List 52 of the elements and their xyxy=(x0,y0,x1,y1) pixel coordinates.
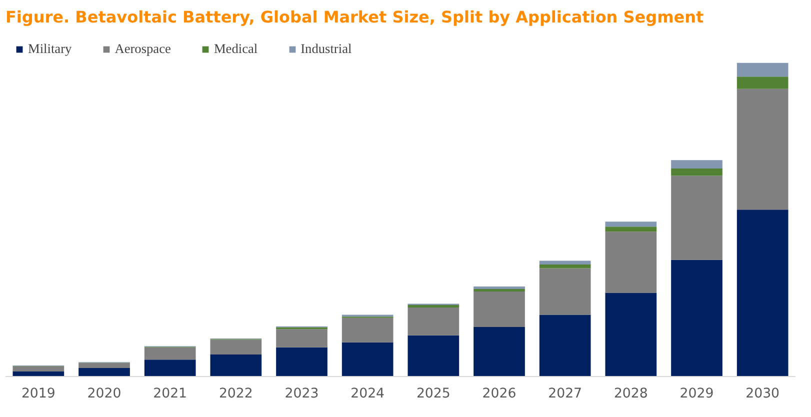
bar xyxy=(736,88,788,210)
x-tick-label: 2021 xyxy=(153,386,188,402)
x-tick-label: 2027 xyxy=(548,386,582,402)
bar xyxy=(671,160,722,169)
bar xyxy=(12,366,64,372)
x-tick-label: 2026 xyxy=(482,386,516,402)
x-tick-label: 2022 xyxy=(218,386,253,402)
bar xyxy=(210,340,262,355)
bar xyxy=(210,354,262,376)
x-tick-label: 2023 xyxy=(284,386,319,402)
bar xyxy=(474,326,525,376)
bar xyxy=(736,76,788,89)
bar xyxy=(736,210,788,376)
bar xyxy=(12,371,64,376)
bar xyxy=(671,168,722,176)
x-tick-label: 2030 xyxy=(746,386,780,402)
bar xyxy=(605,222,657,227)
chart-title: Figure. Betavoltaic Battery, Global Market Size, Split by Application Segment xyxy=(6,8,704,26)
bar xyxy=(78,368,130,376)
legend-label: Industrial xyxy=(300,41,352,57)
bar xyxy=(539,260,591,265)
legend-label: Aerospace xyxy=(114,41,171,57)
bar xyxy=(474,288,525,292)
x-tick-label: 2028 xyxy=(614,386,648,402)
legend-label: Military xyxy=(28,41,72,57)
bar xyxy=(78,363,130,368)
bar xyxy=(144,347,196,360)
legend-label: Medical xyxy=(214,41,258,57)
bar xyxy=(605,226,657,232)
bar xyxy=(736,62,788,77)
x-tick-label: 2024 xyxy=(350,386,385,402)
bar xyxy=(605,292,657,376)
bar xyxy=(408,308,460,336)
bar xyxy=(144,360,196,376)
bar xyxy=(408,304,460,308)
bar xyxy=(539,264,591,268)
bar xyxy=(276,347,328,376)
bar xyxy=(605,232,657,293)
bar xyxy=(539,314,591,376)
bar xyxy=(276,329,328,348)
x-tick-label: 2020 xyxy=(87,386,122,402)
bar xyxy=(671,176,722,260)
x-tick-label: 2019 xyxy=(21,386,56,402)
bar xyxy=(474,286,525,289)
x-tick-label: 2025 xyxy=(416,386,450,402)
bar xyxy=(474,292,525,327)
x-tick-label: 2029 xyxy=(680,386,714,402)
bar xyxy=(342,342,394,376)
bar xyxy=(342,318,394,342)
bar xyxy=(408,335,460,376)
bar xyxy=(671,260,722,376)
bar xyxy=(539,268,591,315)
